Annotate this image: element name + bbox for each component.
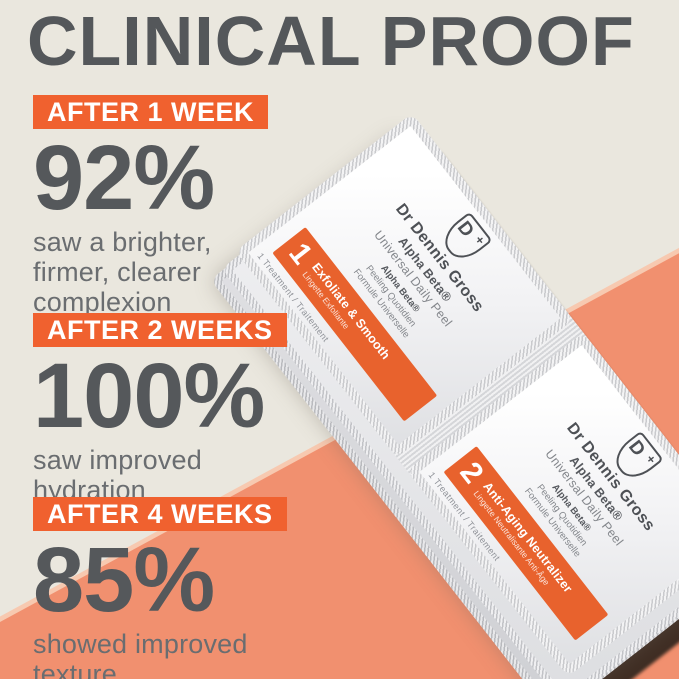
stat-week-1: AFTER 1 WEEK 92% saw a brighter, firmer,… (33, 95, 269, 317)
stat-badge: AFTER 1 WEEK (33, 95, 269, 129)
stat-value: 92% (33, 127, 215, 229)
stat-description: saw improved hydration (33, 444, 202, 505)
page-title: CLINICAL PROOF (27, 2, 635, 80)
stat-description: showed improved texture (33, 628, 248, 679)
stat-week-4: AFTER 4 WEEKS 85% showed improved textur… (33, 497, 287, 679)
stat-value: 100% (33, 345, 265, 447)
stat-description: saw a brighter, firmer, clearer complexi… (33, 226, 212, 317)
stat-value: 85% (33, 529, 215, 631)
stat-week-2: AFTER 2 WEEKS 100% saw improved hydratio… (33, 313, 287, 505)
stat-badge: AFTER 4 WEEKS (33, 497, 287, 531)
stat-badge: AFTER 2 WEEKS (33, 313, 287, 347)
